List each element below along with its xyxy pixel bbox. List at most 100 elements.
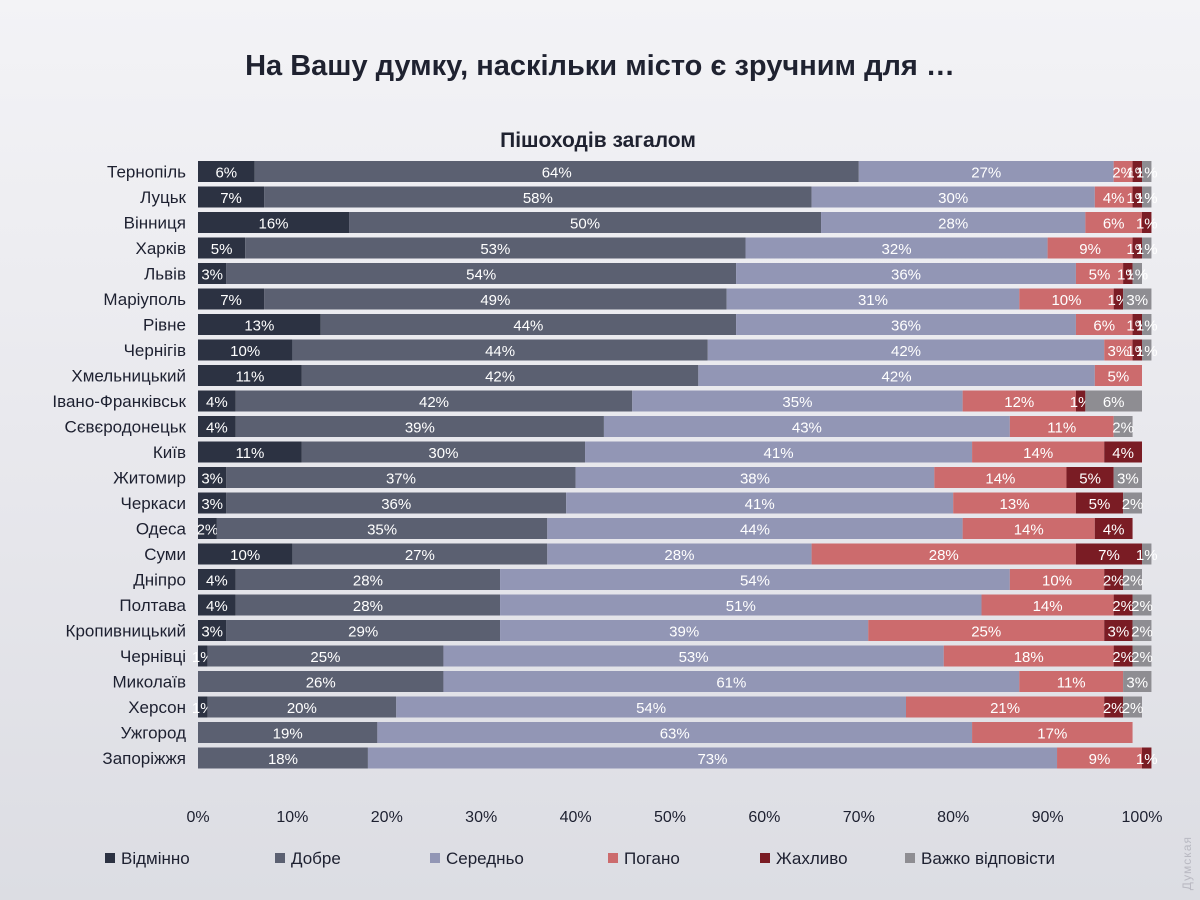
bar-value-label: 54% (466, 267, 496, 284)
bar-value-label: 54% (740, 573, 770, 590)
bar-value-label: 31% (858, 292, 888, 309)
bar-value-label: 2% (1112, 420, 1134, 437)
bar-value-label: 42% (485, 369, 515, 386)
bar-value-label: 6% (1093, 318, 1115, 335)
category-label: Полтава (119, 596, 186, 615)
category-label: Кропивницький (66, 622, 186, 641)
bar-value-label: 21% (990, 700, 1020, 717)
bar-value-label: 4% (206, 598, 228, 615)
bar-value-label: 3% (1117, 471, 1139, 488)
bar-value-label: 4% (1112, 445, 1134, 462)
bar-value-label: 18% (1014, 649, 1044, 666)
bar-value-label: 4% (206, 573, 228, 590)
bar-value-label: 44% (513, 318, 543, 335)
bar-value-label: 39% (669, 624, 699, 641)
bar-value-label: 1% (1136, 343, 1158, 360)
bar-value-label: 3% (201, 471, 223, 488)
legend-swatch (105, 853, 115, 863)
bar-value-label: 6% (1103, 394, 1125, 411)
bar-value-label: 16% (259, 216, 289, 233)
bar-value-label: 49% (480, 292, 510, 309)
bar-value-label: 64% (542, 165, 572, 182)
x-tick-label: 50% (654, 809, 686, 826)
legend-swatch (608, 853, 618, 863)
x-tick-label: 30% (465, 809, 497, 826)
category-label: Запоріжжя (102, 749, 186, 768)
bar-value-label: 26% (306, 675, 336, 692)
bar-value-label: 73% (697, 751, 727, 768)
bar-value-label: 11% (1047, 420, 1076, 437)
x-tick-label: 100% (1122, 809, 1163, 826)
bar-value-label: 1% (1136, 547, 1158, 564)
bar-value-label: 10% (1042, 573, 1072, 590)
category-label: Черкаси (120, 494, 186, 513)
bar-value-label: 53% (480, 241, 510, 258)
bar-value-label: 17% (1037, 726, 1067, 743)
bar-value-label: 11% (235, 369, 264, 386)
bar-value-label: 3% (201, 624, 223, 641)
bar-value-label: 3% (201, 496, 223, 513)
bar-value-label: 3% (1108, 624, 1130, 641)
legend-swatch (430, 853, 440, 863)
category-label: Вінниця (124, 214, 186, 233)
category-label: Івано-Франківськ (52, 392, 186, 411)
bar-value-label: 4% (206, 394, 228, 411)
bar-value-label: 11% (1057, 675, 1086, 692)
bar-value-label: 11% (235, 445, 264, 462)
category-label: Житомир (113, 469, 186, 488)
x-tick-label: 40% (560, 809, 592, 826)
bar-value-label: 37% (386, 471, 416, 488)
bar-value-label: 1% (1126, 267, 1148, 284)
bar-value-label: 2% (1131, 598, 1153, 615)
bar-value-label: 50% (570, 216, 600, 233)
bar-value-label: 5% (1089, 267, 1111, 284)
bar-value-label: 28% (353, 573, 383, 590)
bar-value-label: 36% (891, 267, 921, 284)
category-label: Маріуполь (103, 290, 186, 309)
bar-value-label: 2% (1122, 496, 1144, 513)
bar-value-label: 2% (1131, 624, 1153, 641)
bar-value-label: 4% (1103, 190, 1125, 207)
bar-value-label: 4% (206, 420, 228, 437)
bar-value-label: 1% (1136, 190, 1158, 207)
chart-page: На Вашу думку, наскільки місто є зручним… (0, 0, 1200, 900)
bar-value-label: 5% (1089, 496, 1111, 513)
bar-value-label: 9% (1079, 241, 1101, 258)
bar-value-label: 36% (381, 496, 411, 513)
category-label: Суми (144, 545, 186, 564)
bar-value-label: 27% (971, 165, 1001, 182)
category-label: Одеса (136, 520, 187, 539)
bar-value-label: 7% (220, 292, 242, 309)
bar-value-label: 42% (882, 369, 912, 386)
bar-value-label: 44% (485, 343, 515, 360)
bar-value-label: 41% (764, 445, 794, 462)
bar-value-label: 13% (244, 318, 274, 335)
legend-swatch (905, 853, 915, 863)
bar-value-label: 53% (679, 649, 709, 666)
bar-value-label: 3% (1126, 292, 1148, 309)
legend-label: Погано (624, 849, 680, 868)
bar-value-label: 10% (230, 343, 260, 360)
bar-value-label: 63% (660, 726, 690, 743)
bar-value-label: 3% (201, 267, 223, 284)
bar-value-label: 30% (938, 190, 968, 207)
bar-value-label: 58% (523, 190, 553, 207)
legend-label: Важко відповісти (921, 849, 1055, 868)
bar-value-label: 5% (1079, 471, 1101, 488)
bar-value-label: 27% (405, 547, 435, 564)
bar-value-label: 35% (782, 394, 812, 411)
bar-value-label: 36% (891, 318, 921, 335)
bar-value-label: 44% (740, 522, 770, 539)
category-label: Київ (153, 443, 186, 462)
category-label: Харків (136, 239, 187, 258)
bar-value-label: 51% (726, 598, 756, 615)
bar-value-label: 12% (1004, 394, 1034, 411)
category-label: Миколаїв (113, 673, 187, 692)
x-tick-label: 20% (371, 809, 403, 826)
bar-value-label: 28% (938, 216, 968, 233)
bar-value-label: 38% (740, 471, 770, 488)
bar-value-label: 5% (1108, 369, 1130, 386)
bar-value-label: 28% (353, 598, 383, 615)
bar-value-label: 3% (1126, 675, 1148, 692)
watermark: Думская (1180, 836, 1194, 890)
